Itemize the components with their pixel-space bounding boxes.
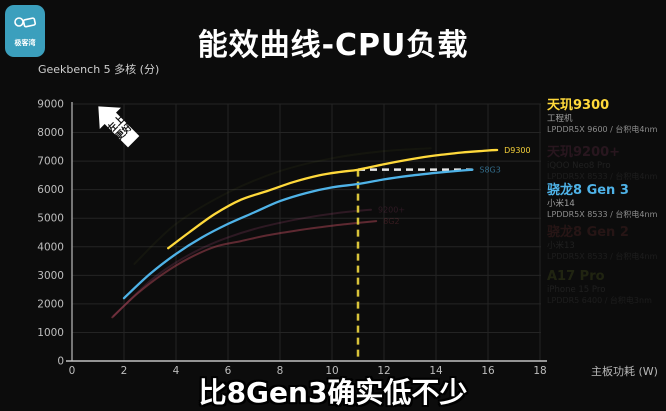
curve- [133,147,432,265]
legend-entry: 骁龙8 Gen 2 小米13 LPDDR5X 8533 / 台积电4nm [547,225,665,262]
y-tick-label: 9000 [37,99,64,111]
curve-end-label: 8G2 [383,217,399,226]
legend-entry: 骁龙8 Gen 3 小米14 LPDDR5X 8533 / 台积电4nm [547,183,665,220]
x-tick-label: 6 [225,365,232,377]
y-axis-title: Geekbench 5 多核 (分) [38,63,160,76]
curve-end-label: S8G3 [479,166,500,175]
y-tick-label: 0 [57,356,64,368]
y-tick-label: 4000 [37,241,64,253]
x-axis-title: 主板功耗 (W) [591,365,658,378]
channel-logo: 极客湾 [5,5,45,57]
chip-name: 天玑9200+ [547,145,621,160]
device-name: 小米13 [547,240,575,251]
device-name: iQOO Neo8 Pro [547,160,611,171]
chip-name: 骁龙8 Gen 2 [547,225,629,240]
curve-D9300 [167,148,499,250]
memory-process-spec: LPDDR5X 8533 / 台积电4nm [547,171,658,181]
device-name: iPhone 15 Pro [547,284,606,295]
x-tick-label: 16 [481,365,495,377]
better-direction-arrow-icon: 左上 更好 [98,106,140,148]
y-tick-label: 1000 [37,327,64,339]
curve-S8G3 [122,168,474,300]
y-tick-label: 3000 [37,270,64,282]
chip-name: 天玑9300 [547,98,610,113]
chip-name: 骁龙8 Gen 3 [547,183,629,198]
camera-icon [13,15,37,37]
y-tick-label: 6000 [37,184,64,196]
memory-process-spec: LPDDR5X 8533 / 台积电4nm [547,251,658,261]
legend-entry: 天玑9300 工程机 LPDDR5X 9600 / 台积电4nm [547,98,665,135]
legend-entry: A17 Pro iPhone 15 Pro LPDDR5 6400 / 台积电3nm [547,269,665,306]
memory-process-spec: LPDDR5X 8533 / 台积电4nm [547,209,658,219]
x-tick-label: 18 [533,365,546,377]
y-tick-label: 2000 [37,298,64,310]
channel-logo-label: 极客湾 [14,39,36,47]
curve-9200+ [112,208,372,317]
memory-process-spec: LPDDR5X 9600 / 台积电4nm [547,124,658,134]
x-tick-label: 12 [377,365,390,377]
x-tick-label: 10 [325,365,338,377]
x-tick-label: 4 [173,365,180,377]
x-tick-label: 0 [69,365,76,377]
x-tick-label: 14 [429,365,443,377]
memory-process-spec: LPDDR5 6400 / 台积电3nm [547,295,652,305]
chip-name: A17 Pro [547,269,605,284]
y-tick-label: 8000 [37,127,64,139]
device-name: 小米14 [547,198,575,209]
curve-8G2 [111,220,378,319]
curve-end-label: 9200+ [378,206,405,215]
page-title: 能效曲线-CPU负载 [197,28,469,63]
curve-end-label: D9300 [504,146,531,155]
legend-entry: 天玑9200+ iQOO Neo8 Pro LPDDR5X 8533 / 台积电4n… [547,145,665,182]
y-tick-label: 7000 [37,156,64,168]
y-tick-label: 5000 [37,213,64,225]
x-tick-label: 8 [277,365,284,377]
video-caption: 比8Gen3确实低不少 [198,376,468,409]
device-name: 工程机 [547,113,573,124]
x-tick-label: 2 [121,365,128,377]
